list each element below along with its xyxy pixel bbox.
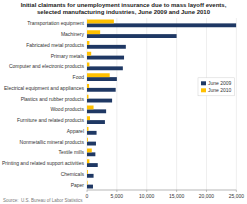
bar — [87, 185, 93, 189]
x-tick-label: 0 — [86, 193, 89, 199]
bar — [87, 84, 89, 88]
bar — [87, 30, 100, 34]
bar — [87, 170, 88, 174]
bar — [87, 41, 89, 45]
legend-swatch — [201, 81, 206, 85]
category-label: Computer and electronic products — [9, 63, 85, 69]
bar — [87, 20, 114, 24]
x-axis — [87, 190, 236, 191]
bar — [87, 109, 106, 113]
bar — [87, 138, 88, 142]
category-label: Plastics and rubber products — [21, 96, 85, 102]
bar — [87, 45, 126, 49]
grid-line — [116, 18, 117, 190]
legend-label: June 2010 — [208, 87, 232, 93]
legend-frame — [198, 78, 234, 96]
source: Source: U.S. Bureau of Labor Statistics — [3, 198, 83, 203]
x-tick-label: 15,000 — [169, 193, 185, 199]
bar — [87, 116, 90, 120]
bar — [87, 142, 96, 146]
category-label: Wood products — [50, 106, 84, 112]
x-tick-label: 5,000 — [111, 193, 124, 199]
grid-line — [176, 18, 177, 190]
category-label: Fabricated metal products — [26, 42, 84, 48]
legend-swatch — [201, 88, 206, 92]
bar — [87, 34, 177, 38]
category-label: Textile mills — [58, 149, 84, 155]
bar — [87, 163, 98, 167]
bars — [87, 20, 236, 189]
category-label: Furniture and related products — [17, 117, 84, 123]
category-label: Machinery — [61, 31, 85, 37]
bar — [87, 95, 88, 99]
title: selected manufacturing industries, June … — [37, 9, 211, 15]
bar — [87, 77, 117, 81]
grid — [87, 18, 236, 190]
bar — [87, 88, 116, 92]
x-tick-label: 25,000 — [229, 193, 245, 199]
category-label: Primary metals — [51, 53, 85, 59]
category-label: Chemicals — [61, 171, 85, 177]
category-label: Printing and related support activities — [2, 160, 84, 166]
category-label: Food — [73, 74, 85, 80]
category-label: Nonmetallic mineral products — [20, 139, 85, 145]
bar — [87, 152, 95, 156]
bar — [87, 23, 236, 27]
bar — [87, 174, 94, 178]
grid-line — [206, 18, 207, 190]
grid-line — [146, 18, 147, 190]
category-label: Transportation equipment — [27, 20, 84, 26]
legend-label: June 2009 — [208, 80, 232, 86]
bar — [87, 66, 123, 70]
bar — [87, 120, 105, 124]
bar — [87, 131, 97, 135]
category-label: Electrical equipment and appliances — [4, 85, 85, 91]
title: Initial claimants for unemployment insur… — [21, 2, 227, 8]
bar — [87, 127, 88, 131]
category-label: Apparel — [67, 128, 84, 134]
bar — [87, 181, 88, 185]
legend: June 2009June 2010 — [198, 78, 234, 96]
grid-line — [236, 18, 237, 190]
bar — [87, 63, 89, 67]
x-tick-label: 20,000 — [199, 193, 215, 199]
bar — [87, 56, 124, 60]
bar — [87, 52, 91, 56]
bar — [87, 106, 94, 110]
bar — [87, 99, 112, 103]
category-label: Paper — [71, 182, 85, 188]
bar — [87, 159, 89, 163]
bar — [87, 149, 92, 153]
x-tick-label: 10,000 — [139, 193, 155, 199]
bar — [87, 73, 110, 77]
